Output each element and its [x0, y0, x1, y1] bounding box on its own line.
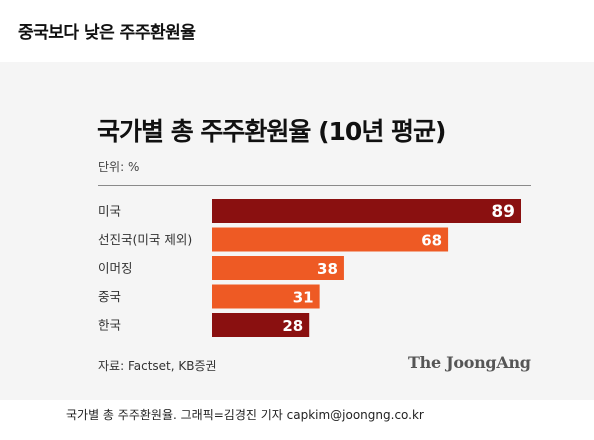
- chart-title: 국가별 총 주주환원율 (10년 평균): [97, 117, 446, 146]
- page-heading: 중국보다 낮은 주주환원율: [18, 23, 196, 43]
- bar-3: [212, 284, 320, 309]
- bar-0: [212, 199, 521, 223]
- bar-value-label: 68: [421, 232, 442, 250]
- bar-2: [212, 256, 344, 280]
- divider: [98, 185, 531, 186]
- category-label: 한국: [98, 318, 121, 333]
- bar-4: [212, 313, 310, 337]
- source-label: 자료: Factset, KB증권: [98, 359, 217, 373]
- brand-logo: The JoongAng: [408, 353, 531, 372]
- category-label: 선진국(미국 제외): [98, 232, 192, 247]
- bar-value-label: 89: [491, 202, 515, 222]
- category-label: 중국: [98, 289, 121, 304]
- category-label: 미국: [98, 204, 121, 219]
- bar-1: [212, 227, 449, 252]
- unit-label: 단위: %: [98, 160, 140, 174]
- caption: 국가별 총 주주환원율. 그래픽=김경진 기자 capkim@joongng.c…: [66, 408, 424, 422]
- bar-value-label: 28: [282, 317, 303, 335]
- category-label: 이머징: [98, 261, 133, 276]
- bar-value-label: 38: [317, 260, 338, 278]
- bar-value-label: 31: [293, 289, 314, 307]
